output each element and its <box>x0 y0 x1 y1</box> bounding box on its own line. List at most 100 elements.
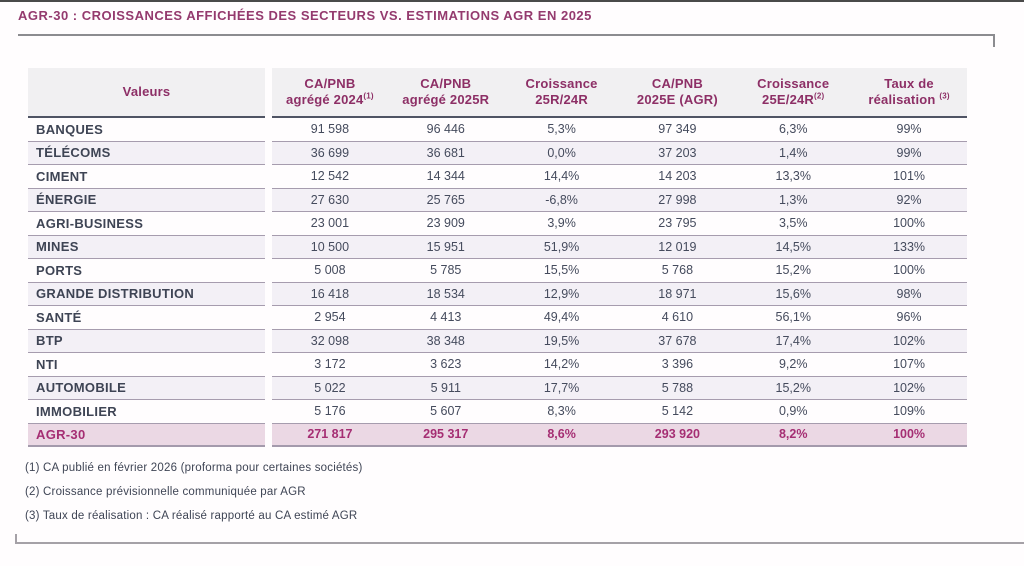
cell-value: 3,9% <box>547 216 576 231</box>
cell-value: 96 446 <box>426 122 465 137</box>
cell-value: 91 598 <box>310 122 350 137</box>
cell-value: 0,9% <box>778 404 808 419</box>
column-gap <box>265 400 272 424</box>
table-row: BANQUES 91 598 96 446 5,3% 97 349 6,3% 99% <box>28 118 967 142</box>
column-gap <box>265 118 272 142</box>
cell-value: 109% <box>893 404 926 419</box>
row-label: AGR-30 <box>28 423 265 447</box>
row-label: BANQUES <box>28 118 265 142</box>
cell-value: 13,3% <box>775 169 811 184</box>
cell-value: 15 951 <box>426 239 465 254</box>
cell-value: 96% <box>896 310 922 325</box>
cell-value: 36 699 <box>310 145 350 160</box>
cell-value: 98% <box>896 286 922 301</box>
cell-value: 3 623 <box>430 357 462 372</box>
cell-value: 27 998 <box>658 192 697 207</box>
column-header-taux_realisation: Taux de réalisation (3) <box>868 76 950 107</box>
row-label: CIMENT <box>28 165 265 189</box>
cell-value: 133% <box>893 239 926 254</box>
cell-value: 293 920 <box>654 427 700 442</box>
cell-value: 32 098 <box>310 333 350 348</box>
column-gap <box>265 306 272 330</box>
column-gap <box>265 330 272 354</box>
cell-value: 18 971 <box>658 286 697 301</box>
cell-value: 14,2% <box>543 357 580 372</box>
table-row: MINES 10 500 15 951 51,9% 12 019 14,5% 133% <box>28 235 967 259</box>
table-row: PORTS 5 008 5 785 15,5% 5 768 15,2% 100% <box>28 259 967 283</box>
table-row: CIMENT 12 542 14 344 14,4% 14 203 13,3% 101% <box>28 165 967 189</box>
cell-value: 56,1% <box>775 310 811 325</box>
cell-value: 92% <box>896 192 922 207</box>
cell-value: 4 610 <box>661 310 694 325</box>
column-header-croissance_25r_24r: Croissance 25R/24R <box>525 76 598 107</box>
column-gap <box>265 165 272 189</box>
page-title: AGR-30 : CROISSANCES AFFICHÉES DES SECTE… <box>18 8 592 23</box>
row-label: TÉLÉCOMS <box>28 141 265 165</box>
column-gap <box>265 259 272 283</box>
cell-value: 14,4% <box>543 169 580 184</box>
column-gap <box>265 189 272 213</box>
cell-value: 5 607 <box>430 404 462 419</box>
cell-value: 9,2% <box>778 357 808 372</box>
footnote-1: (1) CA publié en février 2026 (proforma … <box>25 462 363 474</box>
cell-value: 51,9% <box>543 239 580 254</box>
cell-value: 14 344 <box>426 169 465 184</box>
cell-value: 12 019 <box>658 239 697 254</box>
cell-value: 99% <box>896 122 922 137</box>
cell-value: 3 172 <box>314 357 346 372</box>
cell-value: 4 413 <box>430 310 462 325</box>
column-gap <box>265 424 272 448</box>
cell-value: 5 788 <box>661 380 694 395</box>
cell-value: 5 022 <box>314 380 346 395</box>
row-label: AUTOMOBILE <box>28 376 265 400</box>
cell-value: 5 911 <box>430 380 461 395</box>
cell-value: 12,9% <box>543 286 580 301</box>
row-label: ÉNERGIE <box>28 188 265 212</box>
title-rule <box>18 34 995 47</box>
table-row: AGR-30 271 817 295 317 8,6% 293 920 8,2% 100% <box>28 423 967 448</box>
cell-value: 97 349 <box>658 122 697 137</box>
cell-value: 15,2% <box>775 380 811 395</box>
cell-value: 5 785 <box>430 263 462 278</box>
cell-value: 271 817 <box>307 427 353 442</box>
column-gap <box>265 283 272 307</box>
cell-value: 17,4% <box>775 333 811 348</box>
cell-value: 1,3% <box>778 192 808 207</box>
table-row: BTP 32 098 38 348 19,5% 37 678 17,4% 102% <box>28 329 967 354</box>
cell-value: 23 001 <box>310 216 350 231</box>
cell-value: -6,8% <box>545 192 578 207</box>
footnote-3: (3) Taux de réalisation : CA réalisé rap… <box>25 510 358 522</box>
cell-value: 16 418 <box>310 286 350 301</box>
cell-value: 102% <box>893 380 926 395</box>
cell-value: 49,4% <box>543 310 580 325</box>
cell-value: 15,6% <box>775 286 811 301</box>
table-row: ÉNERGIE 27 630 25 765 -6,8% 27 998 1,3% 92% <box>28 188 967 213</box>
cell-value: 5 142 <box>661 404 694 419</box>
row-label: PORTS <box>28 259 265 283</box>
column-gap <box>265 68 272 118</box>
footnotes: (1) CA publié en février 2026 (proforma … <box>25 456 363 528</box>
table-row: NTI 3 172 3 623 14,2% 3 396 9,2% 107% <box>28 353 967 377</box>
table-row: IMMOBILIER 5 176 5 607 8,3% 5 142 0,9% 109% <box>28 400 967 424</box>
cell-value: 25 765 <box>426 192 465 207</box>
column-gap <box>265 353 272 377</box>
cell-value: 5,3% <box>547 122 576 137</box>
column-gap <box>265 212 272 236</box>
table-header-row: Valeurs CA/PNB agrégé 2024(1) CA/PNB agrégé … <box>28 68 967 118</box>
cell-value: 295 317 <box>423 427 469 442</box>
column-header-valeurs: Valeurs <box>28 68 265 118</box>
column-header-croissance_25e_24r: Croissance 25E/24R(2) <box>757 76 830 107</box>
cell-value: 100% <box>893 263 926 278</box>
table-row: SANTÉ 2 954 4 413 49,4% 4 610 56,1% 96% <box>28 306 967 330</box>
cell-value: 5 008 <box>314 263 346 278</box>
bottom-rule <box>15 534 1024 544</box>
footnote-2: (2) Croissance prévisionnelle communiqué… <box>25 486 306 498</box>
column-header-ca_pnb_2025r: CA/PNB agrégé 2025R <box>402 76 490 107</box>
cell-value: 8,2% <box>778 427 808 442</box>
row-label: AGRI-BUSINESS <box>28 212 265 236</box>
column-header-ca_pnb_2024: CA/PNB agrégé 2024(1) <box>286 76 374 107</box>
cell-value: 107% <box>893 357 926 372</box>
cell-value: 99% <box>896 145 922 160</box>
cell-value: 102% <box>893 333 926 348</box>
table-row: TÉLÉCOMS 36 699 36 681 0,0% 37 203 1,4% 99% <box>28 141 967 165</box>
